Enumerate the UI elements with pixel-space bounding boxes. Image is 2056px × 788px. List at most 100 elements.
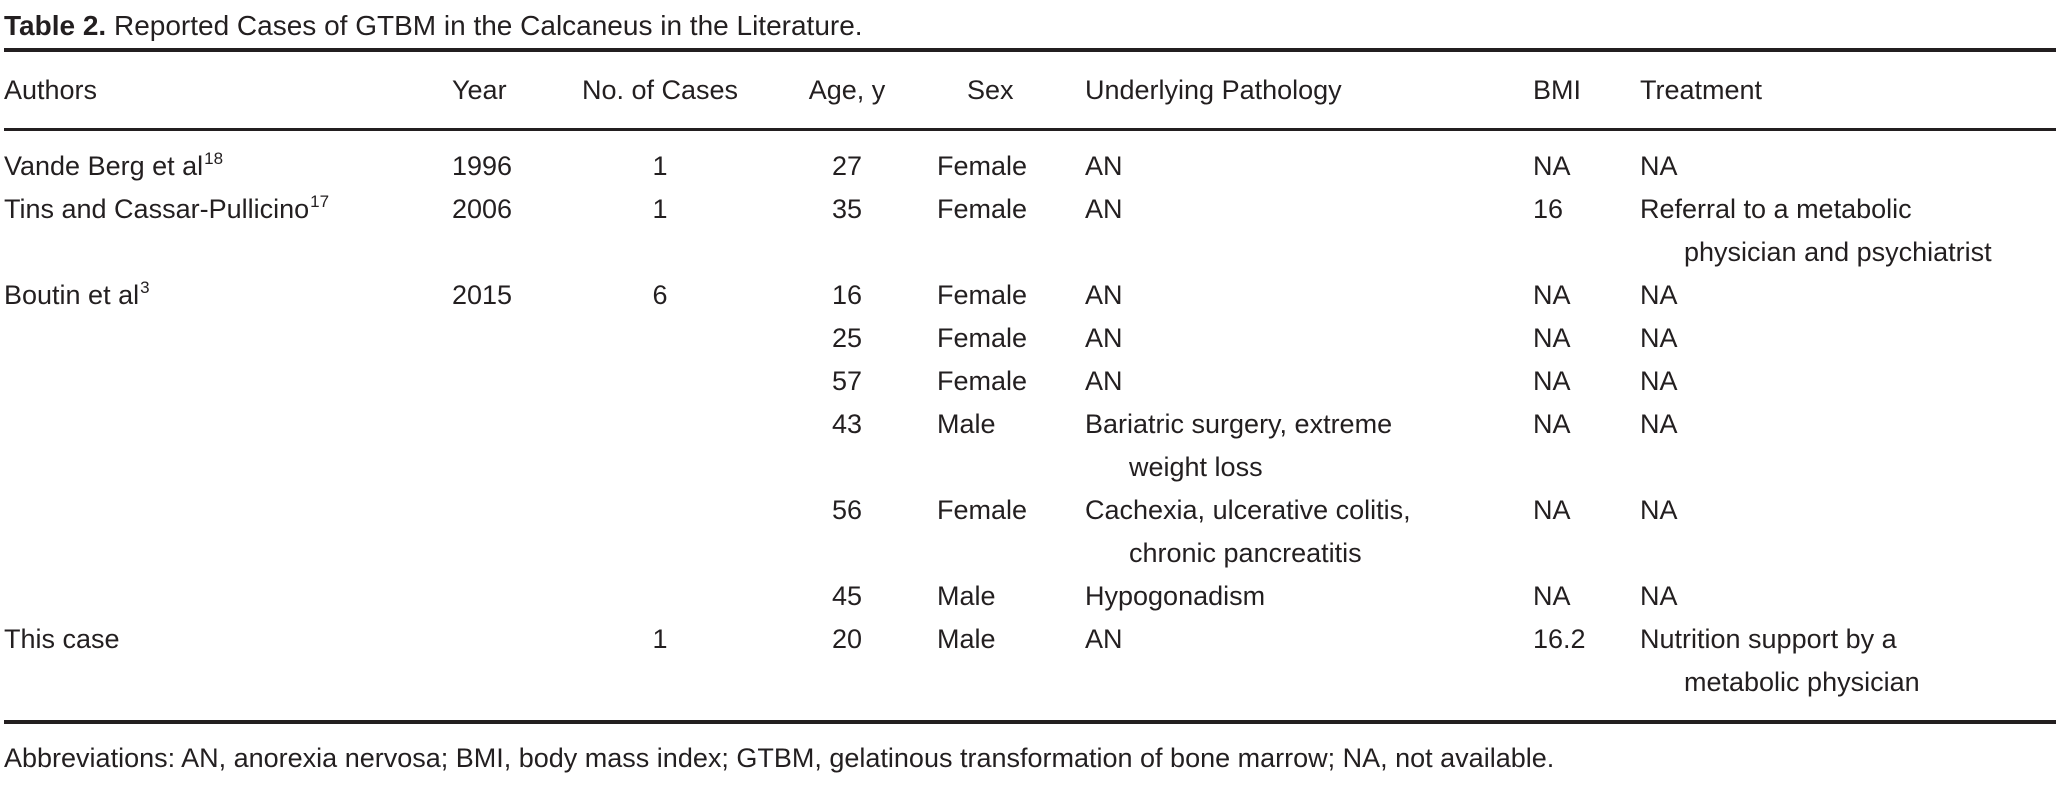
cell-cases	[563, 575, 757, 618]
cell-pathology: AN	[1085, 624, 1123, 654]
cell-age: 25	[831, 323, 863, 353]
cell-age: 56	[831, 495, 863, 525]
cell-pathology: AN	[1085, 151, 1123, 181]
cell-cases	[563, 317, 757, 360]
cell-treatment: NA	[1640, 280, 1678, 310]
cell-age: 43	[831, 409, 863, 439]
cell-pathology: AN	[1085, 280, 1123, 310]
cell-authors	[4, 403, 452, 489]
header-bmi: BMI	[1533, 75, 1582, 105]
cell-pathology: Bariatric surgery, extreme weight loss	[1085, 409, 1393, 482]
cell-authors	[4, 360, 452, 403]
header-treatment: Treatment	[1640, 75, 1763, 105]
table-row: Vande Berg et al18 1996 1 27 Female AN N…	[4, 145, 2056, 188]
cell-cases: 1	[652, 151, 668, 181]
author-name: Vande Berg et al	[4, 151, 204, 181]
header-year: Year	[452, 75, 507, 105]
cell-year: 2006	[452, 194, 513, 224]
cell-treatment: NA	[1640, 581, 1678, 611]
header-pathology: Underlying Pathology	[1085, 75, 1342, 105]
cell-bmi: NA	[1533, 409, 1571, 439]
cell-bmi: NA	[1533, 495, 1571, 525]
header-cases: No. of Cases	[581, 75, 739, 105]
cell-bmi: 16.2	[1533, 624, 1586, 654]
cell-pathology: Hypogonadism	[1085, 581, 1266, 611]
cell-age: 57	[831, 366, 863, 396]
cell-authors: Boutin et al3	[4, 274, 452, 317]
reference-superscript: 17	[310, 192, 330, 211]
header-sex: Sex	[967, 75, 1014, 105]
cell-cases	[563, 403, 757, 489]
cell-sex: Male	[937, 624, 996, 654]
author-name: This case	[4, 624, 120, 654]
author-name: Boutin et al	[4, 280, 140, 310]
cell-sex: Male	[937, 409, 996, 439]
table-row: 57 Female AN NA NA	[4, 360, 2056, 403]
cell-authors: Tins and Cassar-Pullicino17	[4, 188, 452, 274]
table-row: 43 Male Bariatric surgery, extreme weigh…	[4, 403, 2056, 489]
cell-authors: This case	[4, 618, 452, 704]
reference-superscript: 3	[140, 278, 150, 297]
cell-year	[452, 403, 563, 489]
cell-pathology: AN	[1085, 366, 1123, 396]
divider-bottom	[4, 720, 2056, 724]
cell-authors	[4, 489, 452, 575]
cell-bmi: NA	[1533, 280, 1571, 310]
cell-treatment: NA	[1640, 323, 1678, 353]
table-row: Tins and Cassar-Pullicino17 2006 1 35 Fe…	[4, 188, 2056, 274]
cell-sex: Female	[937, 366, 1028, 396]
cell-treatment: NA	[1640, 366, 1678, 396]
cell-authors	[4, 575, 452, 618]
table-row: 56 Female Cachexia, ulcerative colitis, …	[4, 489, 2056, 575]
cell-treatment: Nutrition support by a metabolic physici…	[1640, 624, 1920, 697]
cell-year	[452, 360, 563, 403]
cell-treatment: NA	[1640, 151, 1678, 181]
cell-age: 16	[831, 280, 863, 310]
cell-pathology: AN	[1085, 323, 1123, 353]
cell-year: 2015	[452, 280, 513, 310]
cell-cases: 1	[652, 624, 668, 654]
cell-age: 20	[831, 624, 863, 654]
cell-authors: Vande Berg et al18	[4, 145, 452, 188]
cell-treatment: NA	[1640, 495, 1678, 525]
author-name: Tins and Cassar-Pullicino	[4, 194, 310, 224]
cell-bmi: NA	[1533, 323, 1571, 353]
cell-cases	[563, 489, 757, 575]
table-body: Vande Berg et al18 1996 1 27 Female AN N…	[4, 131, 2056, 720]
table-row: This case 1 20 Male AN 16.2 Nutrition su…	[4, 618, 2056, 704]
cell-pathology: Cachexia, ulcerative colitis, chronic pa…	[1085, 495, 1411, 568]
cell-sex: Female	[937, 280, 1028, 310]
cell-year	[452, 618, 563, 704]
table-row: 25 Female AN NA NA	[4, 317, 2056, 360]
cell-authors	[4, 317, 452, 360]
cell-sex: Female	[937, 495, 1028, 525]
table-row: Boutin et al3 2015 6 16 Female AN NA NA	[4, 274, 2056, 317]
cell-sex: Female	[937, 194, 1028, 224]
header-authors: Authors	[4, 75, 98, 105]
divider-top	[4, 48, 2056, 52]
table-title: Table 2. Reported Cases of GTBM in the C…	[4, 0, 2056, 48]
cell-cases: 6	[652, 280, 668, 310]
cell-year	[452, 489, 563, 575]
cell-year: 1996	[452, 151, 513, 181]
cell-sex: Female	[937, 323, 1028, 353]
cell-age: 45	[831, 581, 863, 611]
cell-bmi: NA	[1533, 366, 1571, 396]
abbreviations-footnote: Abbreviations: AN, anorexia nervosa; BMI…	[4, 743, 1555, 773]
table-number-label: Table 2.	[4, 10, 107, 41]
header-age: Age, y	[808, 75, 886, 105]
table-row: 45 Male Hypogonadism NA NA	[4, 575, 2056, 618]
cell-bmi: 16	[1533, 194, 1564, 224]
cell-year	[452, 317, 563, 360]
divider-header	[4, 128, 2056, 131]
cell-sex: Male	[937, 581, 996, 611]
cell-age: 35	[831, 194, 863, 224]
cell-bmi: NA	[1533, 581, 1571, 611]
table-title-text: Reported Cases of GTBM in the Calcaneus …	[113, 10, 863, 41]
cell-sex: Female	[937, 151, 1028, 181]
cell-pathology: AN	[1085, 194, 1123, 224]
cell-age: 27	[831, 151, 863, 181]
cell-treatment: Referral to a metabolic physician and ps…	[1640, 194, 1992, 267]
cell-bmi: NA	[1533, 151, 1571, 181]
